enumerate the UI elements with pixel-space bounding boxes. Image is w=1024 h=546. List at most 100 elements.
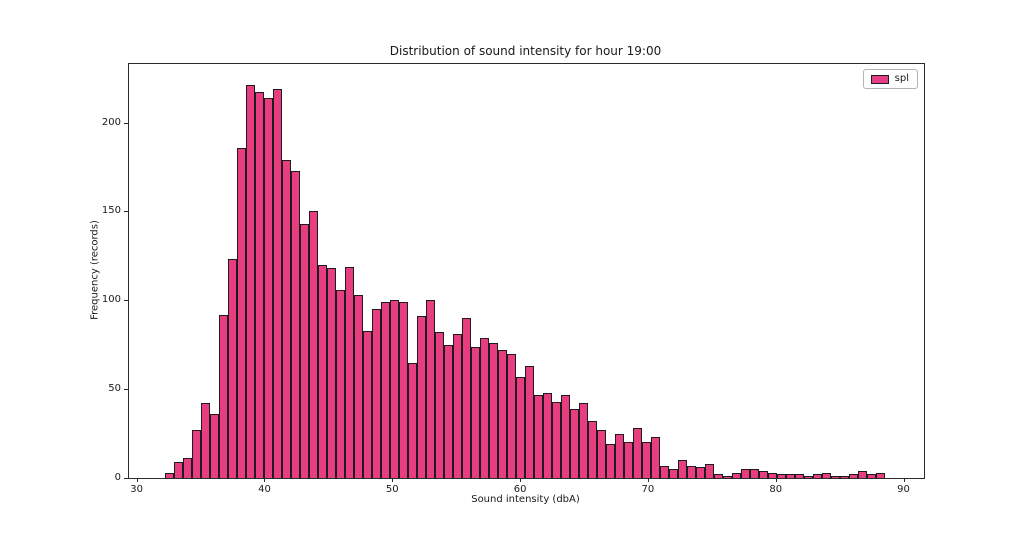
chart-title: Distribution of sound intensity for hour… (389, 44, 662, 58)
histogram-bar (380, 302, 390, 478)
y-tick-label: 0 (114, 472, 121, 483)
histogram-bar (506, 353, 516, 478)
x-tick-label: 90 (897, 484, 910, 495)
histogram-bar (227, 259, 237, 478)
histogram-bar (308, 211, 318, 478)
y-tick-mark (124, 478, 128, 479)
legend-swatch (870, 74, 889, 84)
histogram-bar (722, 476, 732, 478)
histogram-bar (290, 170, 300, 478)
histogram-bar (533, 394, 543, 478)
histogram-bar (578, 403, 588, 478)
histogram-bar (344, 266, 354, 478)
y-tick-mark (124, 389, 128, 391)
histogram-bar (686, 465, 696, 478)
plot-area: 30 40 50 60 70 80 90 0 50 100 150 200 spl (102, 63, 925, 495)
histogram-bar (371, 309, 381, 478)
histogram-bar (866, 474, 876, 478)
y-tick-label: 100 (101, 294, 121, 306)
y-axis-title: Frequency (records) (89, 220, 101, 320)
histogram-bar (560, 394, 570, 478)
histogram-bar (398, 302, 408, 478)
histogram-bar (218, 314, 228, 478)
x-tick-mark (264, 478, 266, 482)
histogram-bar (407, 362, 417, 478)
histogram-bar (614, 433, 624, 478)
histogram-bar (317, 264, 327, 478)
histogram-bar (245, 85, 255, 478)
histogram-bar (497, 350, 507, 478)
histogram-bar (785, 474, 795, 478)
x-axis-title: Sound intensity (dbA) (471, 494, 580, 505)
histogram-bar (767, 472, 777, 478)
histogram-bar (542, 392, 552, 478)
histogram-bar (362, 330, 372, 478)
histogram-bar (515, 376, 525, 478)
histogram-bar (821, 472, 831, 478)
histogram-bar (740, 469, 750, 478)
histogram-bar (623, 442, 633, 478)
histogram-bar (182, 458, 192, 478)
x-tick-label: 50 (385, 484, 399, 495)
histogram-bar (713, 474, 723, 478)
histogram-bar (443, 344, 453, 478)
histogram-bar (524, 366, 534, 478)
histogram-bar (425, 300, 435, 478)
histogram-bar (875, 472, 885, 478)
y-tick-label: 200 (101, 116, 121, 128)
histogram-bar (272, 88, 282, 478)
histogram-bar (749, 469, 759, 478)
histogram-bar (335, 289, 345, 478)
legend: spl (862, 69, 918, 89)
histogram-bar (695, 467, 705, 478)
histogram-bar (830, 476, 840, 478)
y-tick-label: 150 (101, 205, 121, 217)
histogram-bar (191, 430, 201, 478)
y-tick-mark (124, 211, 128, 213)
histogram-bar (461, 318, 471, 478)
histogram-bar (758, 470, 768, 478)
histogram-bar (641, 442, 651, 478)
x-tick-mark (647, 478, 649, 482)
x-tick-mark (392, 478, 394, 482)
histogram-bar (299, 223, 309, 478)
histogram-bar (677, 460, 687, 478)
legend-label: spl (894, 73, 909, 84)
histogram-bar (281, 159, 291, 478)
histogram-bar (236, 147, 246, 478)
x-tick-label: 70 (641, 484, 655, 495)
y-tick-label: 50 (108, 383, 121, 395)
y-tick-mark (124, 122, 128, 124)
y-tick-mark (124, 300, 128, 302)
histogram-bar (254, 92, 264, 478)
histogram-bar (488, 342, 498, 478)
histogram-bar (632, 428, 642, 478)
x-tick-label: 40 (258, 484, 271, 495)
histogram-bar (605, 444, 615, 478)
histogram-bar (389, 300, 399, 478)
x-tick-mark (136, 478, 138, 482)
histogram-bar (803, 476, 813, 478)
histogram-bar (164, 472, 174, 478)
histogram-bar (416, 316, 426, 478)
x-tick-label: 80 (769, 484, 783, 495)
histogram-bar (353, 295, 363, 478)
histogram-bar (263, 97, 273, 478)
x-tick-label: 60 (513, 484, 527, 495)
histogram-bar (479, 337, 489, 478)
x-tick-mark (775, 478, 777, 482)
histogram-bar (569, 408, 579, 478)
histogram-bar (668, 469, 678, 478)
histogram-bar (209, 414, 219, 478)
histogram-bar (704, 463, 714, 478)
histogram-bar (659, 465, 669, 478)
histogram-bar (596, 430, 606, 478)
histogram-bar (776, 474, 786, 478)
histogram-bar (848, 474, 858, 478)
histogram-bar (794, 474, 804, 478)
x-tick-mark (520, 478, 522, 482)
x-tick-label: 30 (130, 484, 144, 495)
histogram-bar (470, 346, 480, 478)
histogram-bar (587, 421, 597, 478)
